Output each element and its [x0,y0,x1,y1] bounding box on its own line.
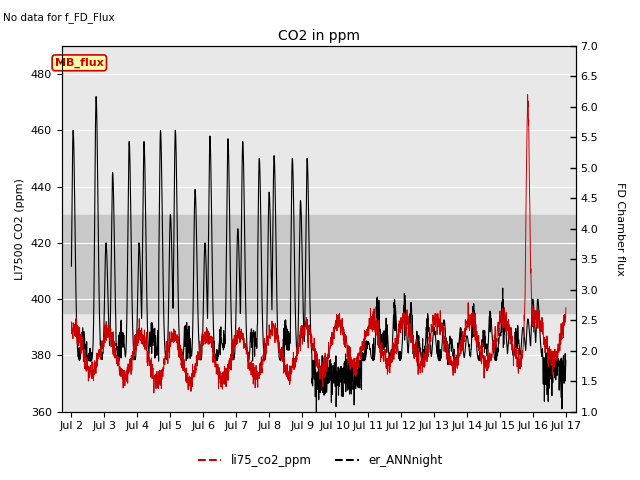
Legend: li75_co2_ppm, er_ANNnight: li75_co2_ppm, er_ANNnight [193,449,447,472]
Y-axis label: LI7500 CO2 (ppm): LI7500 CO2 (ppm) [15,178,25,280]
Y-axis label: FD Chamber flux: FD Chamber flux [615,182,625,276]
Text: MB_flux: MB_flux [55,58,104,68]
Text: No data for f_FD_Flux: No data for f_FD_Flux [3,12,115,23]
Bar [61,215,576,313]
Title: CO2 in ppm: CO2 in ppm [278,29,360,43]
